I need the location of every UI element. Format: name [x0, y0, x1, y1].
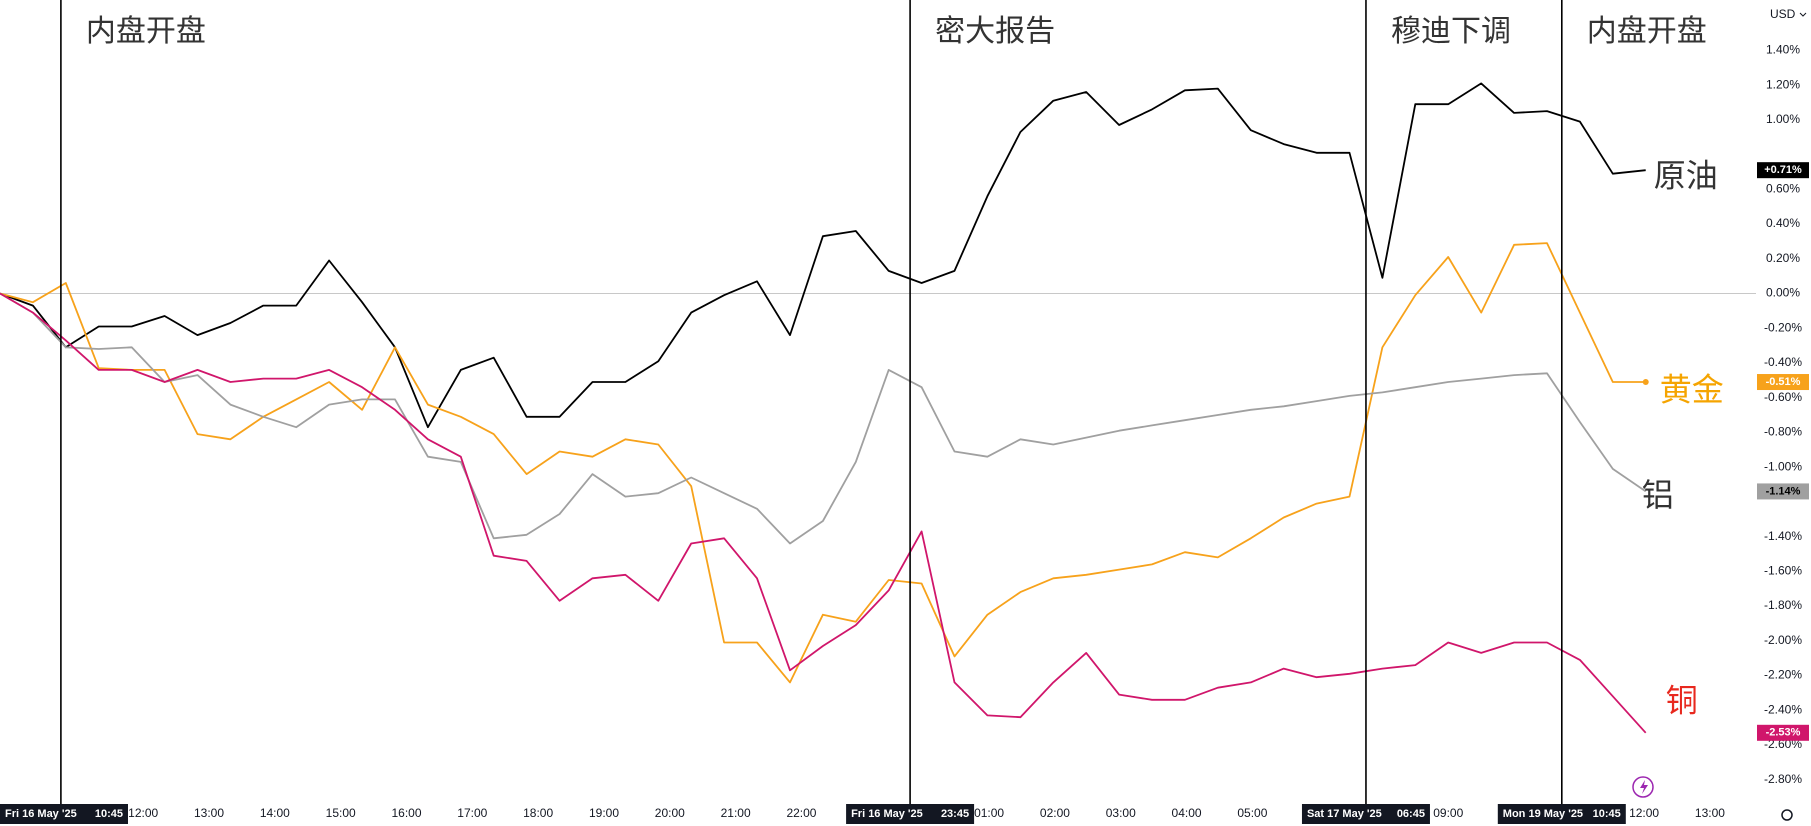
settings-icon[interactable] — [1781, 809, 1793, 821]
series-line — [0, 82, 1646, 429]
x-tick-label: 17:00 — [457, 806, 487, 820]
crosshair-time-box — [1301, 804, 1430, 824]
y-tick-label: 1.20% — [1766, 77, 1800, 91]
event-label: 内盘开盘 — [1587, 15, 1707, 48]
y-tick-label: -0.40% — [1764, 355, 1802, 369]
crosshair-date: Fri 16 May '25 — [5, 808, 77, 820]
last-value-box — [1757, 162, 1809, 179]
crosshair-time-box — [0, 804, 128, 824]
x-tick-label: 02:00 — [1040, 806, 1070, 820]
last-value-label: +0.71% — [1764, 164, 1802, 176]
x-tick-label: 20:00 — [655, 806, 685, 820]
y-tick-label: -1.00% — [1764, 459, 1802, 473]
y-tick-label: 0.20% — [1766, 251, 1800, 265]
y-tick-label: 1.40% — [1766, 43, 1800, 57]
x-tick-label: 18:00 — [523, 806, 553, 820]
y-tick-label: -0.60% — [1764, 390, 1802, 404]
y-tick-label: 0.40% — [1766, 216, 1800, 230]
x-tick-label: 13:00 — [1695, 806, 1725, 820]
y-tick-label: -0.20% — [1764, 320, 1802, 334]
x-tick-label: 16:00 — [391, 806, 421, 820]
crosshair-time: 10:45 — [1593, 808, 1621, 820]
y-tick-label: -0.80% — [1764, 425, 1802, 439]
crosshair-time: 06:45 — [1397, 808, 1425, 820]
crosshair-date: Fri 16 May '25 — [851, 808, 923, 820]
last-value-box — [1757, 724, 1809, 741]
x-tick-label: 22:00 — [786, 806, 816, 820]
event-label: 内盘开盘 — [86, 15, 206, 48]
series-name: 铜 — [1666, 682, 1698, 718]
series-name: 原油 — [1654, 158, 1718, 194]
crosshair-time-box — [1497, 804, 1626, 824]
y-tick-label: -1.40% — [1764, 529, 1802, 543]
y-tick-label: -2.40% — [1764, 702, 1802, 716]
currency-caret — [1799, 12, 1807, 17]
event-label: 穆迪下调 — [1391, 15, 1511, 48]
x-tick-label: 13:00 — [194, 806, 224, 820]
series-name: 黄金 — [1660, 371, 1724, 407]
y-tick-label: 0.00% — [1766, 286, 1800, 300]
y-tick-label: -2.00% — [1764, 633, 1802, 647]
currency-selector[interactable]: USD — [1770, 7, 1796, 21]
event-label: 密大报告 — [935, 15, 1055, 48]
x-tick-label: 14:00 — [260, 806, 290, 820]
alert-icon[interactable] — [1632, 776, 1654, 798]
crosshair-time: 10:45 — [95, 808, 123, 820]
y-tick-label: -1.80% — [1764, 598, 1802, 612]
y-tick-label: -2.80% — [1764, 772, 1802, 786]
series-name: 铝 — [1642, 477, 1674, 513]
last-value-label: -1.14% — [1766, 485, 1801, 497]
y-tick-label: -1.60% — [1764, 563, 1802, 577]
y-tick-label: 0.60% — [1766, 181, 1800, 195]
last-value-box — [1757, 374, 1809, 391]
y-tick-label: -2.20% — [1764, 668, 1802, 682]
last-value-label: -0.51% — [1766, 376, 1801, 388]
series-line — [0, 292, 1647, 545]
x-tick-label: 04:00 — [1172, 806, 1202, 820]
y-tick-label: 1.00% — [1766, 112, 1800, 126]
x-tick-label: 01:00 — [974, 806, 1004, 820]
crosshair-time-box — [846, 804, 975, 824]
x-tick-label: 09:00 — [1433, 806, 1463, 820]
crosshair-date: Sat 17 May '25 — [1307, 808, 1382, 820]
x-tick-label: 05:00 — [1237, 806, 1267, 820]
x-tick-label: 12:00 — [128, 806, 158, 820]
series-line — [0, 242, 1646, 684]
x-tick-label: 21:00 — [721, 806, 751, 820]
crosshair-time: 23:45 — [941, 808, 969, 820]
x-tick-label: 12:00 — [1629, 806, 1659, 820]
x-tick-label: 19:00 — [589, 806, 619, 820]
x-tick-label: 15:00 — [326, 806, 356, 820]
series-line — [0, 292, 1647, 734]
last-value-label: -2.53% — [1766, 727, 1801, 739]
crosshair-date: Mon 19 May '25 — [1503, 808, 1583, 820]
last-value-box — [1757, 483, 1809, 500]
end-dot — [1642, 379, 1649, 386]
price-axis — [1756, 0, 1811, 826]
x-tick-label: 03:00 — [1106, 806, 1136, 820]
alert-bolt — [1640, 780, 1648, 794]
